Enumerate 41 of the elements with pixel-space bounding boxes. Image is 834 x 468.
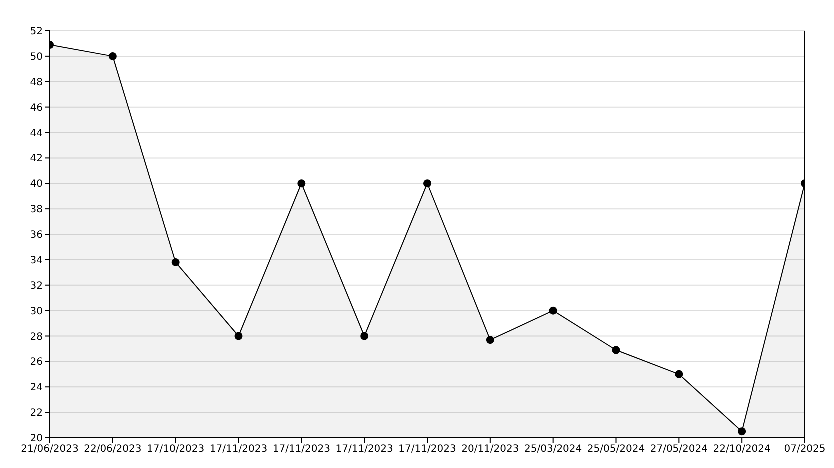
y-tick-label: 30 [30,306,43,318]
y-tick-label: 26 [30,357,43,368]
y-tick-label: 52 [30,26,43,38]
x-tick-label: 27/05/2024 [650,444,708,456]
y-tick-label: 34 [30,255,43,266]
x-tick-label: 20/11/2023 [462,444,520,456]
point [549,306,558,315]
x-tick-label: 17/11/2023 [336,444,394,456]
x-tick-label: 17/11/2023 [210,444,268,456]
point [108,52,117,60]
y-tick-label: 24 [30,382,43,394]
y-tick-label: 36 [30,230,43,242]
y-tick-label: 44 [30,128,43,140]
x-tick-label: 21/06/2023 [21,444,79,456]
x-tick-label: 17/11/2023 [272,444,330,456]
y-tick-label: 50 [30,52,43,63]
x-tick-label: 17/10/2023 [147,444,205,456]
y-tick-label: 28 [30,332,43,343]
x-tick-label: 25/05/2024 [587,444,646,456]
y-tick-label: 48 [30,77,43,88]
x-tick-label: 07/2025 [784,444,826,456]
point [234,332,243,340]
x-tick-label: 25/03/2024 [524,444,582,456]
y-tick-label: 40 [30,179,43,190]
point [424,180,432,188]
x-tick-label: 17/11/2023 [398,444,456,456]
y-tick-label: 22 [30,408,43,420]
point [172,258,180,266]
x-tick-label: 22/10/2024 [713,444,771,456]
y-tick-label: 38 [30,204,43,216]
y-tick-label: 46 [30,102,43,114]
y-tick-label: 32 [30,280,43,292]
y-tick-label: 42 [30,154,43,165]
x-tick-label: 22/06/2023 [84,444,142,456]
y-tick-label: 20 [30,434,43,445]
point [486,336,494,344]
point [675,370,684,378]
point [612,346,620,354]
point [738,428,746,436]
point [298,180,306,188]
point [360,332,369,340]
